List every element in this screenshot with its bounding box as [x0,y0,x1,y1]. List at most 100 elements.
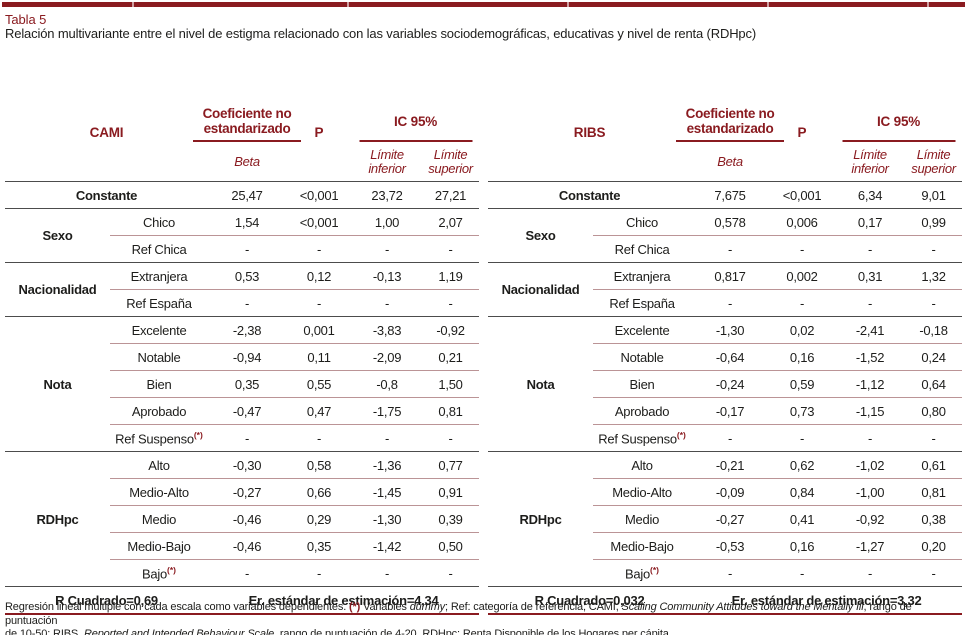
value-cell: 0,77 [422,451,480,479]
category-cell: Ref España [110,289,209,317]
category-label: Extranjera [613,268,671,284]
value-cell: 0,59 [769,370,836,398]
table-row: Ref España - - - - [5,289,480,317]
category-cell: Medio-Bajo [593,532,692,560]
value-cell: -1,00 [835,478,906,506]
category-label: Aprobado [131,403,187,419]
superior-word: superior [428,160,473,176]
value-cell: 0,31 [835,262,906,290]
category-cell: Aprobado [110,397,209,425]
limite-word: Límite [370,147,404,162]
category-cell: Medio [593,505,692,533]
value-cell: 0,91 [422,478,480,506]
std-error-cell: Er. estándar de estimación=3,32 [691,586,963,615]
value-cell: - [422,235,480,263]
value-cell: - [422,559,480,587]
value-cell: 0,20 [905,532,963,560]
value-cell: -0,17 [691,397,770,425]
header-row-1: CAMI Coeficiente no estandarizado P IC 95% [5,84,479,182]
limite-inferior-header: Límite inferior [352,142,423,182]
value-cell: - [208,424,287,452]
value-cell: - [835,235,906,263]
category-cell: Notable [593,343,692,371]
rule-segment-divider [567,2,569,7]
limite-word: Límite [853,147,887,162]
group-label-cell: Nota [5,316,110,452]
category-label: Ref España [609,295,675,311]
category-cell: Medio-Bajo [110,532,209,560]
category-cell: Bajo(*) [593,559,692,587]
ic95-underline [842,140,956,142]
coef-header-cell: Coeficiente no estandarizado [676,84,785,142]
rule-segment-divider [132,2,134,7]
dummy-variable-asterisk: (*) [167,564,177,575]
category-cell: Aprobado [593,397,692,425]
footnote-line: Regresión lineal múltiple con cada escal… [5,601,962,628]
table-number: Tabla 5 [5,12,47,27]
value-cell: 0,29 [286,505,353,533]
category-cell: Bien [110,370,209,398]
value-cell: - [208,559,287,587]
limite-superior-header: Límite superior [905,142,963,182]
value-cell: -0,8 [352,370,423,398]
value-cell: 0,41 [769,505,836,533]
value-cell: - [286,235,353,263]
value-cell: 1,32 [905,262,963,290]
value-cell: - [286,424,353,452]
footnote-segment: Reported and Intended Behaviour Scale [83,628,275,635]
value-cell: 0,16 [769,343,836,371]
value-cell: - [905,235,963,263]
dummy-variable-asterisk: (*) [193,429,203,440]
value-cell: -1,75 [352,397,423,425]
value-cell: -0,27 [208,478,287,506]
table-caption: Relación multivariante entre el nivel de… [5,26,757,41]
value-cell: - [286,289,353,317]
table-row: Medio-Bajo -0,46 0,35 -1,42 0,50 [5,532,480,560]
category-label: Bien [146,376,172,392]
value-cell: -0,47 [208,397,287,425]
value-cell: 9,01 [905,181,963,209]
footnote: Regresión lineal múltiple con cada escal… [5,601,962,635]
value-cell: - [835,559,906,587]
value-cell: -0,64 [691,343,770,371]
category-cell: Chico [593,208,692,236]
category-cell: Medio [110,505,209,533]
model-stats-row: R Cuadrado=0,032 Er. estándar de estimaci… [488,586,963,615]
value-cell: 0,61 [905,451,963,479]
scale-name-label: CAMI [5,84,209,182]
value-cell: -0,27 [691,505,770,533]
footnote-segment: ; Ref: categoría de referencia; CAMI, [445,601,622,613]
category-label: Medio [624,511,660,527]
category-label: Medio-Alto [612,484,672,500]
footnote-segment: dummy [409,601,446,613]
table-row: Medio-Alto -0,27 0,66 -1,45 0,91 [5,478,480,506]
category-cell: Alto [110,451,209,479]
table-row: Sexo Chico 1,54 <0,001 1,00 2,07 [5,208,480,263]
ic95-header-label: IC 95% [393,114,438,129]
value-cell: -1,02 [835,451,906,479]
coef-header-cell: Coeficiente no estandarizado [193,84,302,142]
category-cell: Alto [593,451,692,479]
inferior-word: inferior [851,160,889,176]
group-label-cell: Nota [488,316,594,452]
category-cell: Chico [110,208,209,236]
constante-row: Constante 25,47 <0,001 23,72 27,21 [5,181,480,209]
table-row: Nota Excelente -1,30 0,02 -2,41 -0,18 [488,316,963,452]
value-cell: -0,53 [691,532,770,560]
value-cell: 0,39 [422,505,480,533]
footnote-segment: Regresión lineal múltiple con cada escal… [5,601,350,613]
value-cell: - [835,289,906,317]
category-cell: Ref Chica [110,235,209,263]
limite-inferior-header: Límite inferior [835,142,906,182]
category-label: Alto [631,457,653,473]
ic95-header-cell: IC 95% [835,84,962,142]
value-cell: -0,46 [208,532,287,560]
table-row: Bien 0,35 0,55 -0,8 1,50 [5,370,480,398]
value-cell: -1,30 [352,505,423,533]
value-cell: 0,80 [905,397,963,425]
footnote-line: de 10-50; RIBS, Reported and Intended Be… [5,628,962,635]
value-cell: -0,09 [691,478,770,506]
value-cell: -0,24 [691,370,770,398]
value-cell: 0,73 [769,397,836,425]
value-cell: - [691,559,770,587]
